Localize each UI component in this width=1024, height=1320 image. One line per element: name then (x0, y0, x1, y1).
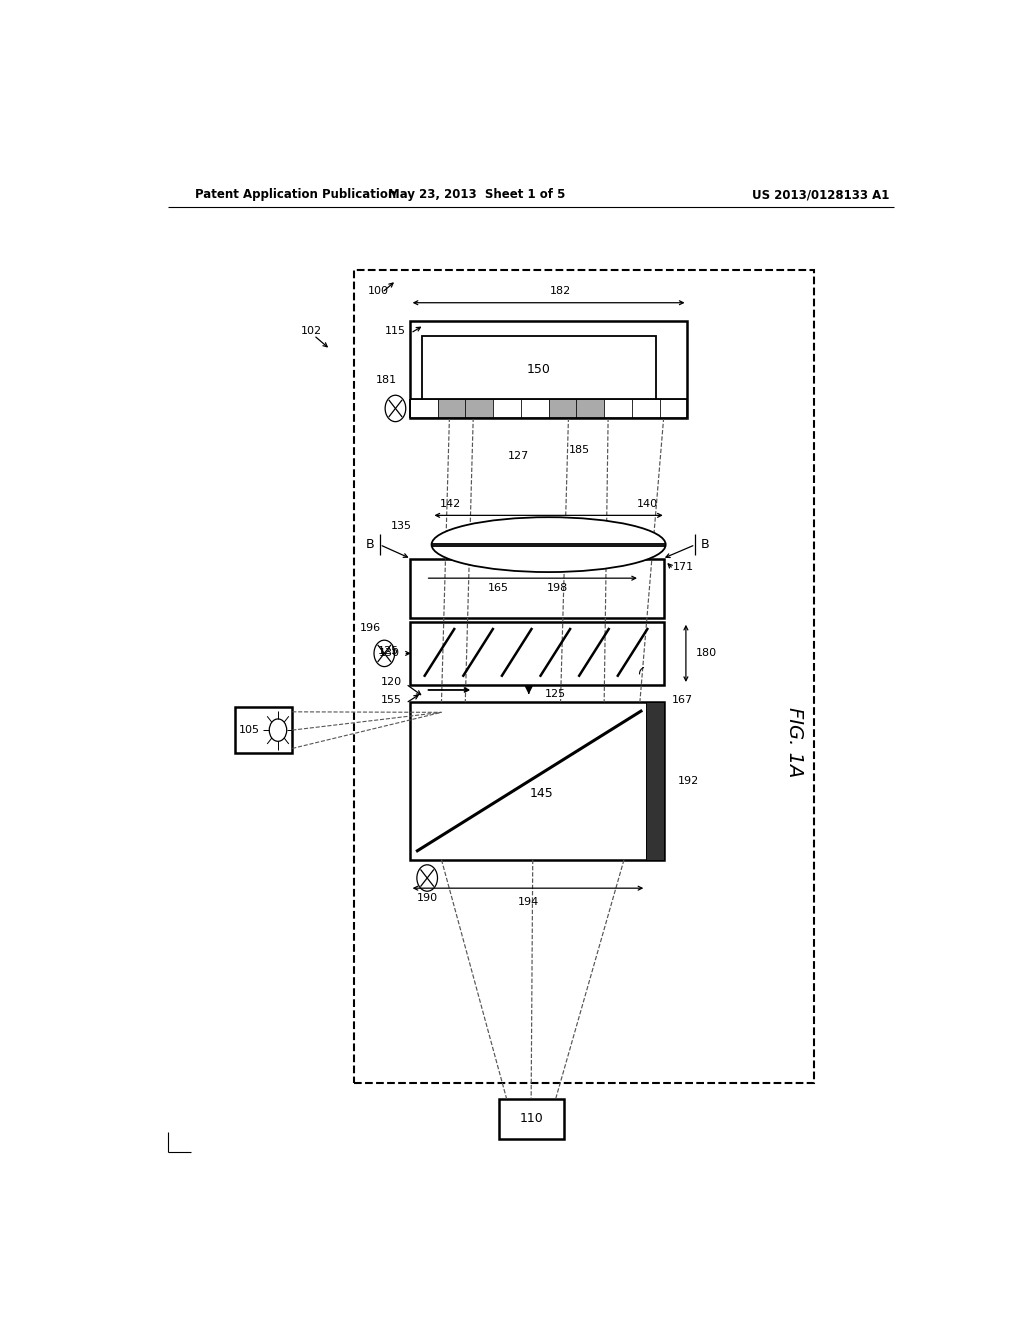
Text: 140: 140 (637, 499, 657, 510)
Text: 192: 192 (678, 776, 699, 785)
Text: 125: 125 (378, 647, 399, 656)
Bar (410, 702, 664, 859)
Bar (549, 399, 577, 417)
Bar (465, 399, 493, 417)
Bar (499, 1098, 563, 1139)
Text: B: B (366, 539, 375, 552)
Text: 142: 142 (439, 499, 461, 510)
Bar (659, 399, 687, 417)
Text: 127: 127 (508, 451, 528, 461)
Text: 135: 135 (391, 521, 412, 532)
Bar (437, 399, 465, 417)
Bar (410, 622, 664, 685)
Text: 155: 155 (381, 696, 401, 705)
Text: 105: 105 (239, 725, 260, 735)
Bar (632, 399, 659, 417)
Text: 130: 130 (379, 648, 400, 659)
Text: 196: 196 (359, 623, 381, 634)
Text: 150: 150 (526, 363, 551, 376)
Bar (577, 399, 604, 417)
Text: 102: 102 (301, 326, 323, 337)
Text: FIG. 1A: FIG. 1A (785, 706, 804, 777)
Text: Patent Application Publication: Patent Application Publication (196, 189, 396, 202)
Bar (410, 558, 664, 618)
Text: 115: 115 (385, 326, 406, 337)
Bar (521, 399, 549, 417)
Bar (604, 399, 632, 417)
Text: 185: 185 (568, 445, 590, 455)
Bar (410, 399, 437, 417)
Text: 125: 125 (545, 689, 566, 698)
Text: 190: 190 (417, 894, 437, 903)
Text: 100: 100 (368, 285, 389, 296)
Text: 110: 110 (519, 1113, 543, 1126)
Text: May 23, 2013  Sheet 1 of 5: May 23, 2013 Sheet 1 of 5 (388, 189, 566, 202)
Text: 120: 120 (381, 677, 401, 686)
Text: 198: 198 (547, 583, 567, 593)
Text: B: B (700, 539, 710, 552)
Text: 194: 194 (517, 898, 539, 907)
Ellipse shape (431, 517, 666, 572)
Text: 181: 181 (376, 375, 396, 385)
Bar (646, 702, 664, 859)
Text: 171: 171 (673, 562, 694, 572)
Text: 145: 145 (529, 787, 554, 800)
Bar (354, 271, 814, 1084)
Bar (410, 321, 687, 417)
Text: 167: 167 (672, 696, 693, 705)
Text: US 2013/0128133 A1: US 2013/0128133 A1 (753, 189, 890, 202)
Text: 182: 182 (550, 285, 571, 296)
Bar (494, 399, 521, 417)
Bar (236, 708, 292, 752)
Bar (422, 337, 655, 403)
Text: 165: 165 (488, 583, 509, 593)
Text: 180: 180 (695, 648, 717, 659)
